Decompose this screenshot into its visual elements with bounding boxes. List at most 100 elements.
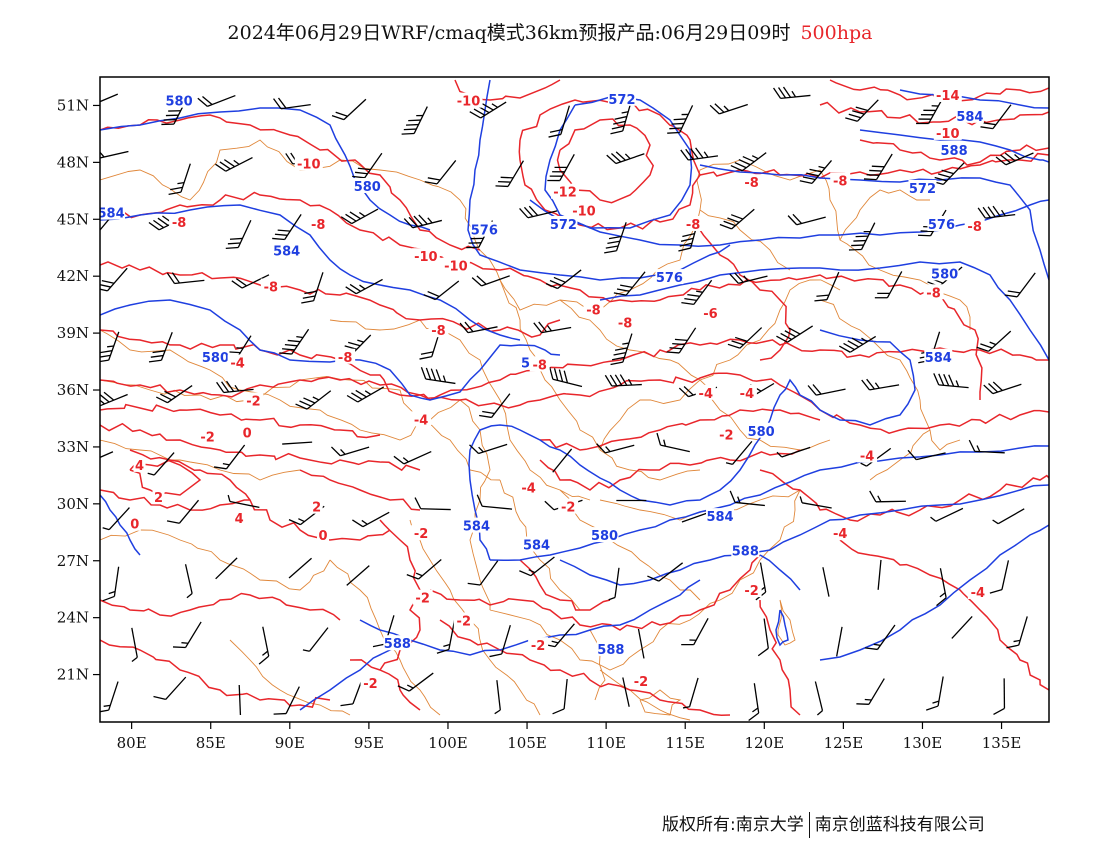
- temperature-contour: [539, 408, 821, 451]
- wind-barb: [860, 447, 892, 467]
- contour-label-halo: [428, 322, 449, 338]
- contour-label-halo: [152, 489, 165, 505]
- geopotential-label: 588: [597, 643, 624, 658]
- wind-barb: [100, 147, 129, 159]
- wind-barb: [877, 559, 882, 590]
- contour-label-halo: [294, 155, 323, 171]
- boundary-line: [329, 559, 441, 716]
- temperature-label: -10: [457, 95, 481, 110]
- lat-tick-label: 24N: [57, 609, 89, 627]
- temperature-label: -2: [363, 677, 377, 692]
- wind-barb: [273, 97, 311, 110]
- temperature-contour: [439, 619, 731, 717]
- lat-tick-label: 21N: [57, 666, 89, 684]
- wind-barb: [995, 152, 1034, 166]
- contour-label-halo: [454, 92, 483, 108]
- temperature-contour: [100, 261, 561, 338]
- wind-barb: [848, 222, 876, 251]
- wind-barb: [519, 205, 558, 219]
- wind-barb: [730, 152, 767, 172]
- geopotential-contour: [775, 609, 789, 647]
- contour-label-halo: [353, 178, 382, 194]
- axes: 80E 85E 90E 95E 100E 105E 110E 115E 120E 125E 130E…: [57, 96, 1022, 752]
- wind-barb: [838, 335, 877, 353]
- wind-barb: [100, 681, 119, 714]
- contour-label-halo: [857, 447, 878, 463]
- temperature-label: -14: [936, 89, 960, 104]
- wind-barb: [861, 378, 900, 391]
- wind-barb: [787, 213, 826, 226]
- contour-label-halo: [630, 673, 651, 689]
- wind-barb: [227, 494, 260, 509]
- lon-tick-label: 135E: [982, 734, 1022, 752]
- geopotential-label: 576: [471, 224, 498, 239]
- geopotential-contour: [100, 204, 521, 341]
- contour-label-halo: [233, 510, 246, 526]
- temperature-label: 0: [243, 427, 252, 442]
- contour-label-halo: [441, 257, 470, 273]
- wind-barb: [681, 511, 711, 523]
- wind-barb: [215, 557, 238, 580]
- boundary-line: [839, 189, 930, 241]
- wind-barb: [231, 274, 270, 289]
- wind-barb: [495, 160, 525, 188]
- contour-label-halo: [933, 124, 962, 140]
- wind-barb: [757, 618, 769, 657]
- geopotential-label: 572: [550, 218, 577, 233]
- boundary-line: [100, 329, 461, 441]
- temperature-label: -10: [572, 205, 596, 220]
- temperature-label: -8: [618, 317, 632, 332]
- lat-tick-label: 42N: [57, 267, 89, 285]
- wind-barb: [681, 279, 713, 306]
- boundary-line: [100, 439, 301, 481]
- wind-barb: [1004, 272, 1036, 298]
- lat-tick-label: 30N: [57, 495, 89, 513]
- wind-barb: [709, 103, 748, 115]
- temperature-label: -8: [172, 216, 186, 231]
- wind-barb: [215, 156, 253, 172]
- wind-barb: [552, 679, 568, 715]
- wind-barb: [471, 275, 510, 287]
- contour-label-halo: [590, 527, 619, 543]
- contour-label-halo: [830, 172, 851, 188]
- lat-tick-label: 39N: [57, 324, 89, 342]
- contour-label-halo: [470, 221, 499, 237]
- temperature-label: 2: [312, 501, 321, 516]
- contour-label-halo: [700, 305, 721, 321]
- contour-label-halo: [736, 384, 757, 400]
- wind-barb: [213, 444, 246, 470]
- contour-label-halo: [569, 202, 598, 218]
- geopotential-label: 580: [931, 267, 958, 282]
- wind-barb: [727, 327, 763, 349]
- temperature-label: -4: [971, 586, 985, 601]
- wind-barb: [406, 558, 442, 580]
- temperature-label: -4: [230, 356, 244, 371]
- temperature-label: 0: [318, 529, 327, 544]
- wind-barb: [548, 105, 571, 138]
- wind-barb: [968, 439, 1005, 454]
- geopotential-contour: [759, 554, 801, 591]
- geopotential-label: 580: [591, 529, 618, 544]
- wind-barb: [545, 269, 582, 290]
- wind-barb: [822, 567, 830, 597]
- wind-barb: [197, 94, 236, 107]
- contour-label-halo: [260, 278, 281, 294]
- temperature-label: 4: [135, 459, 144, 474]
- wind-barb: [302, 627, 329, 652]
- wind-barb: [656, 432, 690, 453]
- wind-barb: [494, 680, 501, 715]
- contour-label-halo: [519, 354, 532, 370]
- geopotential-label: 584: [925, 351, 952, 366]
- wind-barb: [925, 676, 944, 711]
- contour-label-halo: [453, 612, 474, 628]
- temperature-contour: [699, 229, 791, 361]
- contour-label-halo: [317, 527, 330, 543]
- contour-label-halo: [927, 215, 956, 231]
- wind-barb: [330, 446, 370, 457]
- boundary-line: [639, 689, 682, 716]
- wind-barb: [216, 380, 254, 394]
- contour-label-halo: [165, 92, 194, 108]
- temperature-label: -8: [264, 281, 278, 296]
- wind-barb: [102, 566, 120, 602]
- wind-barb: [610, 333, 633, 366]
